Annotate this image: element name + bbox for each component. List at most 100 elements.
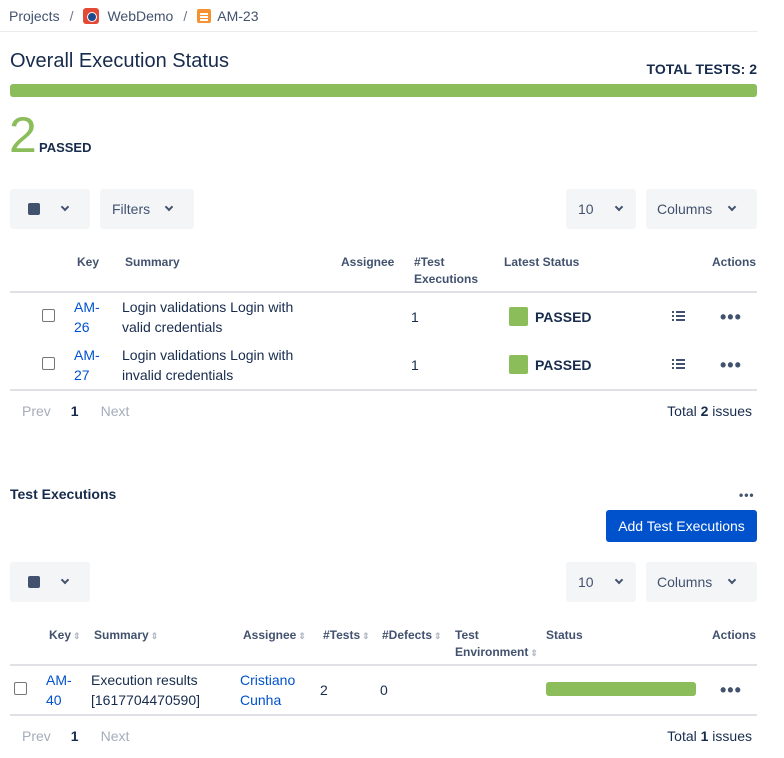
pagination: Prev 1 Next: [22, 403, 129, 419]
filters-button[interactable]: Filters: [100, 189, 194, 229]
chevron-down-icon: [728, 202, 737, 212]
page-title: Overall Execution Status: [10, 50, 229, 72]
column-header-defects[interactable]: #Defects ⇕: [382, 627, 442, 645]
defects-count: 0: [380, 682, 388, 698]
breadcrumb: Projects / WebDemo / AM-23: [9, 6, 258, 26]
bulk-select-dropdown[interactable]: [10, 189, 90, 229]
columns-button[interactable]: Columns: [646, 562, 757, 602]
chevron-down-icon: [60, 202, 70, 212]
execution-status-bar: [546, 682, 696, 696]
execution-list-icon[interactable]: [672, 311, 685, 323]
next-page-button[interactable]: Next: [100, 728, 130, 744]
execution-key-link[interactable]: AM-40: [46, 672, 72, 708]
sort-icon: ⇕: [298, 631, 306, 641]
column-header-summary[interactable]: Summary ⇕: [94, 627, 158, 645]
chevron-down-icon: [614, 575, 623, 585]
table-footer-divider: [10, 389, 757, 391]
column-header-actions: Actions: [712, 255, 757, 269]
column-header-key[interactable]: Key: [77, 255, 100, 269]
prev-page-button[interactable]: Prev: [22, 403, 51, 419]
chevron-down-icon: [728, 575, 737, 585]
total-issues: Total 1 issues: [667, 728, 752, 744]
breadcrumb-issue-label: AM-23: [217, 8, 259, 24]
breadcrumb-issue[interactable]: AM-23: [197, 8, 258, 24]
breadcrumb-separator: /: [69, 8, 74, 24]
columns-label: Columns: [657, 201, 713, 217]
column-header-test-environment[interactable]: Test Environment ⇕: [455, 627, 540, 662]
issue-type-icon: [197, 9, 212, 23]
row-checkbox[interactable]: [14, 682, 27, 695]
row-checkbox[interactable]: [42, 309, 55, 322]
total-prefix: Total: [667, 728, 701, 744]
sort-icon: ⇕: [362, 631, 370, 641]
execution-progress-bar: [10, 84, 757, 97]
issue-key-link[interactable]: AM-27: [74, 347, 100, 383]
more-actions-icon[interactable]: •••: [720, 307, 742, 327]
tests-count: 2: [320, 682, 328, 698]
select-all-icon: [28, 576, 40, 588]
chevron-down-icon: [614, 202, 623, 212]
section-title: Test Executions: [10, 486, 117, 502]
chevron-down-icon: [60, 575, 70, 585]
column-header-defects-label: #Defects: [382, 628, 433, 642]
columns-button[interactable]: Columns: [646, 189, 757, 229]
breadcrumb-project-label: WebDemo: [107, 8, 174, 24]
columns-label: Columns: [657, 574, 713, 590]
current-page[interactable]: 1: [70, 728, 79, 744]
column-header-summary-label: Summary: [94, 628, 149, 642]
page-size-value: 10: [578, 574, 594, 590]
test-execution-count: 1: [411, 309, 419, 325]
total-tests: TOTAL TESTS: 2: [646, 61, 757, 77]
more-actions-icon[interactable]: •••: [720, 355, 742, 375]
next-page-button[interactable]: Next: [100, 403, 130, 419]
page-size-select[interactable]: 10: [566, 562, 636, 602]
prev-page-button[interactable]: Prev: [22, 728, 51, 744]
bulk-select-dropdown[interactable]: [10, 562, 90, 602]
column-header-summary[interactable]: Summary: [125, 255, 180, 269]
column-header-assignee[interactable]: Assignee ⇕: [243, 627, 306, 645]
breadcrumb-projects[interactable]: Projects: [9, 8, 60, 24]
sort-icon: ⇕: [73, 631, 81, 641]
column-header-latest-status[interactable]: Latest Status: [504, 255, 580, 269]
total-issues: Total 2 issues: [667, 403, 752, 419]
assignee-link[interactable]: Cristiano Cunha: [240, 672, 296, 708]
row-checkbox[interactable]: [42, 357, 55, 370]
passed-label: PASSED: [39, 140, 92, 155]
filters-label: Filters: [112, 201, 151, 217]
column-header-actions: Actions: [712, 628, 757, 642]
column-header-test-executions[interactable]: #Test Executions: [414, 255, 479, 286]
total-prefix: Total: [667, 403, 701, 419]
page-size-value: 10: [578, 201, 594, 217]
sort-icon: ⇕: [434, 631, 442, 641]
current-page[interactable]: 1: [70, 403, 79, 419]
total-suffix: issues: [708, 403, 752, 419]
column-header-assignee[interactable]: Assignee: [341, 255, 395, 269]
status-color-swatch: [509, 355, 528, 374]
column-header-status[interactable]: Status: [546, 628, 583, 642]
page-size-select[interactable]: 10: [566, 189, 636, 229]
header-divider: [0, 31, 758, 32]
table-header-divider: [10, 664, 757, 666]
column-header-key[interactable]: Key ⇕: [49, 627, 81, 645]
execution-list-icon[interactable]: [672, 359, 685, 371]
column-header-assignee-label: Assignee: [243, 628, 297, 642]
add-test-executions-button[interactable]: Add Test Executions: [606, 510, 757, 542]
more-actions-icon[interactable]: •••: [720, 680, 742, 700]
total-count: 1: [700, 728, 709, 744]
total-count: 2: [700, 403, 709, 419]
sort-icon: ⇕: [530, 648, 538, 658]
total-suffix: issues: [708, 728, 752, 744]
execution-summary: Execution results [1617704470590]: [91, 672, 200, 708]
table-footer-divider: [10, 714, 757, 716]
column-header-tests-label: #Tests: [323, 628, 361, 642]
issue-key-link[interactable]: AM-26: [74, 299, 100, 335]
column-header-tests[interactable]: #Tests ⇕: [323, 627, 370, 645]
breadcrumb-project[interactable]: WebDemo: [83, 8, 173, 24]
pagination: Prev 1 Next: [22, 728, 129, 744]
test-summary: Login validations Login with invalid cre…: [122, 347, 294, 383]
test-summary: Login validations Login with valid crede…: [122, 299, 294, 335]
status-label: PASSED: [535, 308, 592, 325]
chevron-down-icon: [164, 202, 174, 212]
section-more-icon[interactable]: •••: [739, 488, 755, 502]
project-avatar-icon: [83, 8, 100, 24]
